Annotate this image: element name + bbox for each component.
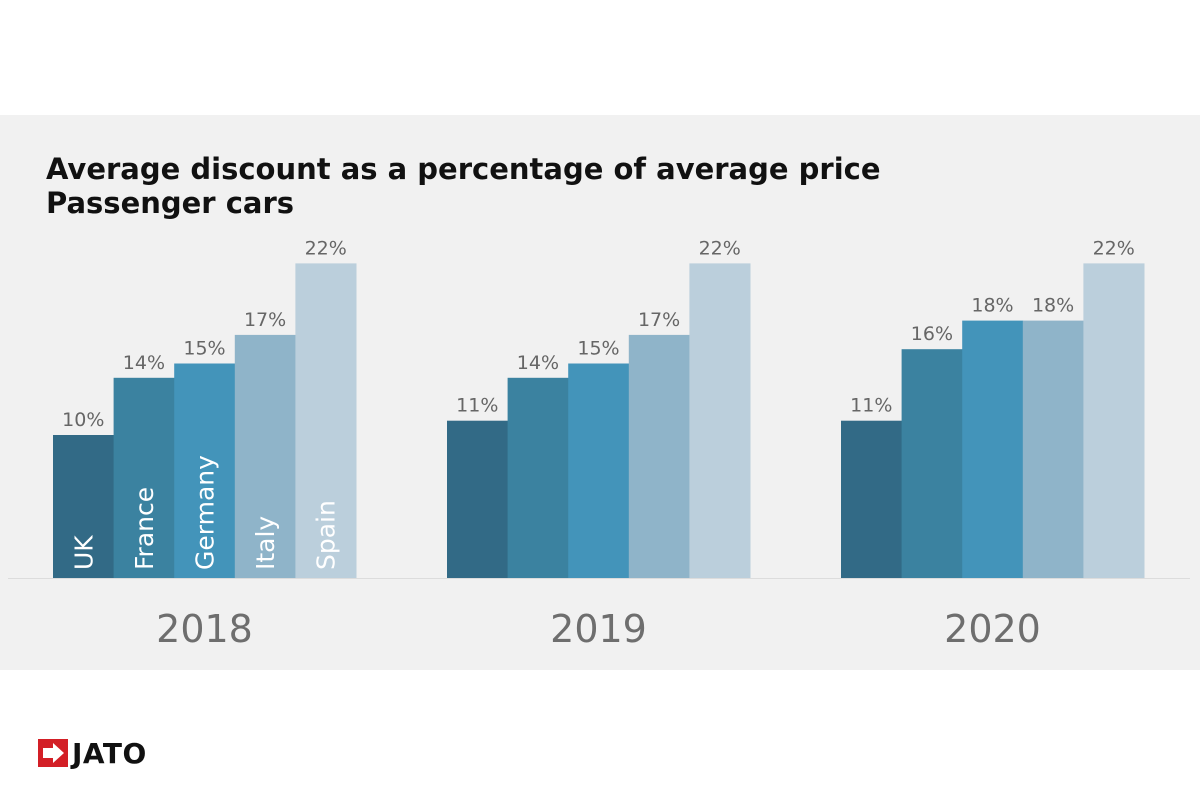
series-label-spain: Spain (312, 500, 341, 570)
data-label: 22% (699, 237, 741, 259)
bar-france-2019 (507, 377, 569, 578)
bar-germany-2018 (174, 363, 236, 578)
jato-logo: JATO (38, 735, 147, 771)
series-label-france: France (130, 487, 159, 570)
bar-uk-2019 (447, 420, 509, 578)
series-label-germany: Germany (191, 455, 220, 570)
series-label-uk: UK (69, 535, 98, 570)
bar-uk-2020 (841, 420, 903, 578)
bar-germany-2020 (962, 320, 1024, 578)
chart-title: Average discount as a percentage of aver… (46, 152, 881, 220)
chart-title-line: Average discount as a percentage of aver… (46, 152, 881, 186)
bar-spain-2018 (295, 263, 357, 578)
data-label: 15% (183, 338, 225, 360)
data-label: 18% (1032, 295, 1074, 317)
bar-italy-2020 (1022, 320, 1084, 578)
data-label: 22% (1093, 237, 1135, 259)
category-label-2019: 2019 (550, 607, 647, 651)
logo-text: JATO (72, 736, 147, 770)
bar-france-2020 (901, 349, 963, 578)
category-label-2020: 2020 (944, 607, 1041, 651)
bar-spain-2019 (689, 263, 751, 578)
data-label: 18% (971, 295, 1013, 317)
bar-germany-2019 (568, 363, 630, 578)
data-label: 22% (305, 237, 347, 259)
category-label-2018: 2018 (156, 607, 253, 651)
data-label: 15% (577, 338, 619, 360)
data-label: 16% (911, 323, 953, 345)
data-label: 14% (123, 352, 165, 374)
data-label: 11% (456, 395, 498, 417)
bar-uk-2018 (53, 435, 115, 578)
bar-italy-2019 (628, 334, 690, 578)
data-label: 17% (244, 309, 286, 331)
data-label: 17% (638, 309, 680, 331)
bar-italy-2018 (234, 334, 296, 578)
bar-france-2018 (113, 377, 175, 578)
data-label: 10% (62, 409, 104, 431)
series-label-italy: Italy (251, 516, 280, 570)
bar-spain-2020 (1083, 263, 1145, 578)
data-label: 11% (850, 395, 892, 417)
chart-subtitle: Passenger cars (46, 186, 295, 220)
jato-arrow-icon (38, 739, 68, 767)
data-label: 14% (517, 352, 559, 374)
